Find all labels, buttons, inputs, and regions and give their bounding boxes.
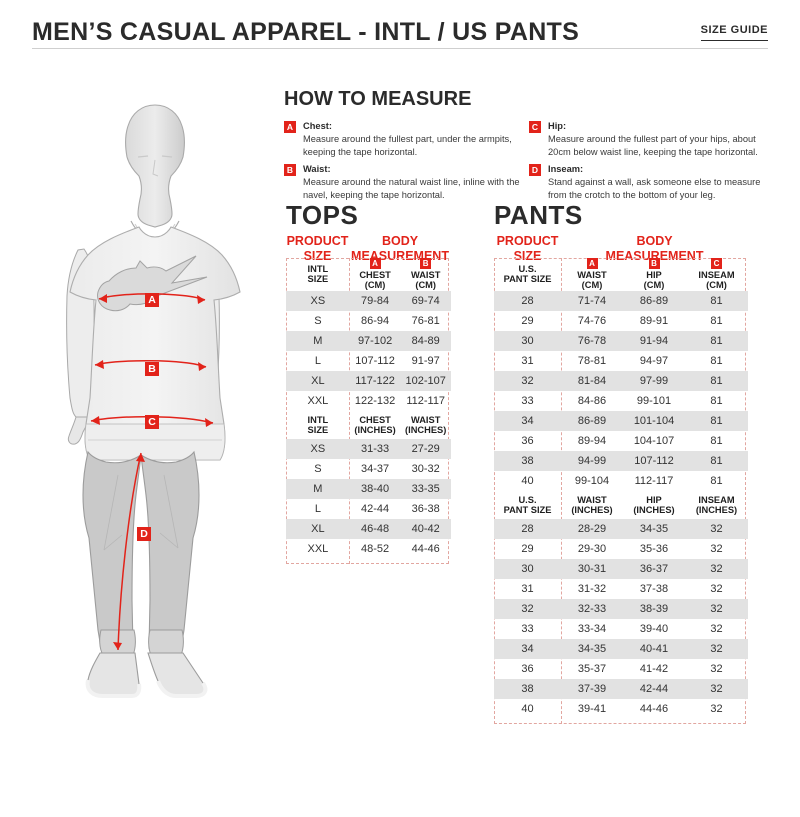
svg-text:A: A [148, 294, 156, 306]
svg-text:D: D [140, 528, 148, 540]
svg-text:C: C [148, 416, 156, 428]
svg-text:B: B [148, 363, 156, 375]
